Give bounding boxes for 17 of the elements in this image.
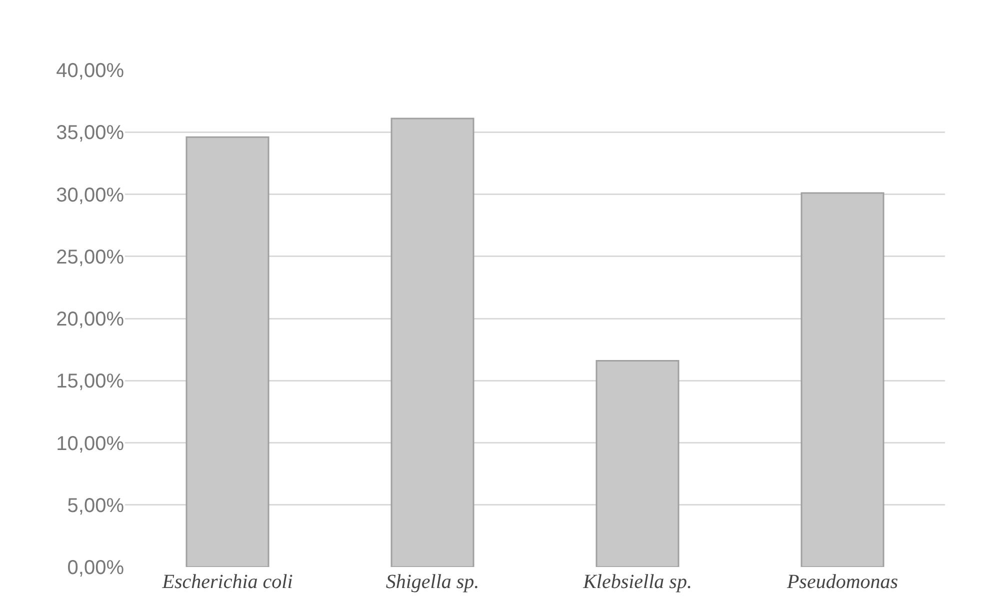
y-tick-label: 20,00% bbox=[56, 308, 124, 330]
x-tick-label: Klebsiella sp. bbox=[582, 571, 692, 593]
y-tick-label: 40,00% bbox=[56, 60, 124, 82]
y-tick-label: 10,00% bbox=[56, 432, 124, 455]
x-tick-label: Pseudomonas bbox=[786, 571, 898, 593]
bar bbox=[390, 118, 474, 567]
y-tick-label: 15,00% bbox=[56, 370, 124, 393]
y-tick-label: 25,00% bbox=[56, 246, 124, 268]
x-tick-label: Shigella sp. bbox=[386, 571, 480, 593]
y-tick-label: 30,00% bbox=[56, 184, 124, 206]
x-tick-label: Escherichia coli bbox=[161, 571, 293, 593]
y-tick-label: 35,00% bbox=[56, 122, 124, 144]
y-tick-label: 0,00% bbox=[67, 557, 124, 579]
bar bbox=[186, 136, 270, 567]
y-tick-label: 5,00% bbox=[67, 494, 124, 517]
bar bbox=[596, 360, 680, 567]
bar bbox=[800, 192, 884, 567]
